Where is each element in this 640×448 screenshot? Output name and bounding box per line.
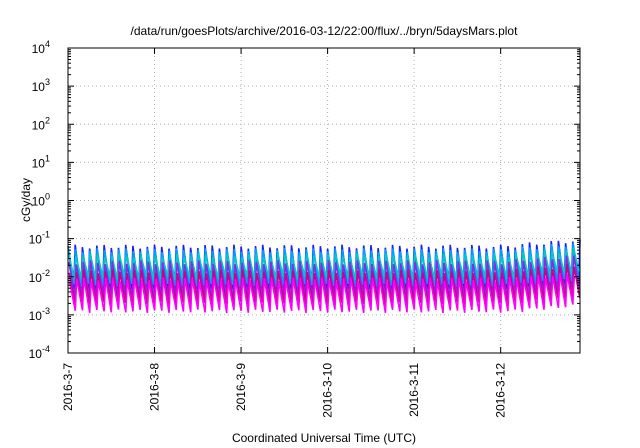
- y-tick-label: 10-3: [29, 306, 50, 323]
- y-tick-label: 10-2: [29, 268, 50, 285]
- y-axis-label: cGy/day: [19, 178, 33, 222]
- grid: [68, 48, 580, 353]
- x-axis: 2016-3-7 2016-3-8 2016-3-9 2016-3-10 2016-3-…: [61, 48, 508, 418]
- x-tick-label: 2016-3-8: [148, 363, 162, 411]
- x-tick-label: 2016-3-11: [407, 363, 421, 417]
- x-tick-label: 2016-3-12: [494, 363, 508, 418]
- chart-title: /data/run/goesPlots/archive/2016-03-12/2…: [131, 24, 519, 38]
- y-tick-label: 10-4: [29, 344, 50, 361]
- series-line: [68, 272, 576, 314]
- x-tick-label: 2016-3-9: [234, 363, 248, 411]
- y-tick-label: 101: [32, 153, 50, 170]
- y-tick-label: 103: [32, 77, 50, 94]
- x-tick-label: 2016-3-7: [61, 363, 75, 411]
- series-line: [67, 247, 580, 281]
- y-tick-label: 102: [32, 115, 50, 132]
- series-group: [67, 239, 581, 314]
- y-tick-label: 104: [32, 39, 50, 56]
- x-tick-label: 2016-3-10: [321, 363, 335, 418]
- y-tick-label: 100: [32, 192, 50, 209]
- y-tick-label: 10-1: [29, 230, 50, 247]
- x-axis-label: Coordinated Universal Time (UTC): [232, 431, 416, 445]
